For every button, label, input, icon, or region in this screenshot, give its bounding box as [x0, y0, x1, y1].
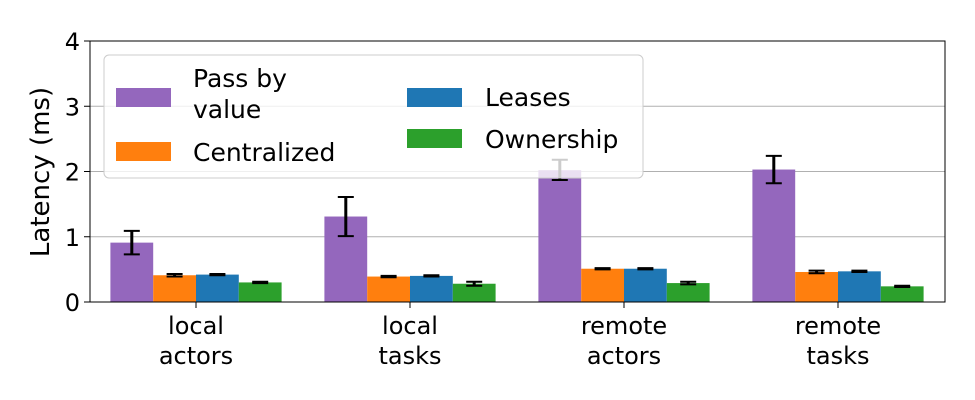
legend-label: Centralized [193, 138, 335, 167]
legend-label: Ownership [485, 125, 618, 154]
x-tick-label: local [382, 312, 438, 340]
y-tick-label: 4 [65, 28, 80, 56]
bars [110, 169, 924, 302]
y-tick-label: 1 [65, 224, 80, 252]
x-tick-label: actors [159, 342, 233, 370]
bar [752, 169, 796, 302]
bar [410, 275, 453, 302]
error-bars [123, 154, 911, 288]
y-axis: 0 1 2 3 4 [65, 28, 90, 317]
legend-box [103, 54, 644, 179]
legend-label: value [193, 95, 261, 124]
x-axis: localactorslocaltasksremoteactorsremotet… [159, 302, 881, 370]
y-tick-label: 3 [65, 93, 80, 121]
bar [795, 271, 838, 302]
bar [838, 271, 881, 302]
y-tick-label: 0 [65, 289, 80, 317]
legend-swatch [407, 129, 462, 148]
x-tick-label: tasks [378, 342, 441, 370]
bar [238, 282, 282, 302]
bar [666, 283, 710, 302]
bar [196, 274, 239, 302]
x-tick-label: actors [587, 342, 661, 370]
x-tick-label: remote [581, 312, 667, 340]
x-tick-label: local [168, 312, 224, 340]
bar [538, 170, 582, 302]
legend-label: Leases [485, 83, 571, 112]
bar [624, 268, 667, 302]
bar [581, 268, 624, 302]
x-tick-label: tasks [806, 342, 869, 370]
bar [452, 283, 496, 302]
legend-swatch [116, 88, 171, 107]
bar [880, 286, 924, 302]
legend-swatch [407, 88, 462, 107]
bar [367, 276, 410, 302]
y-tick-label: 2 [65, 159, 80, 187]
bar [153, 275, 196, 302]
y-axis-label: Latency (ms) [26, 87, 56, 257]
legend-swatch [116, 142, 171, 161]
x-tick-label: remote [795, 312, 881, 340]
legend-label: Pass by [193, 64, 287, 93]
